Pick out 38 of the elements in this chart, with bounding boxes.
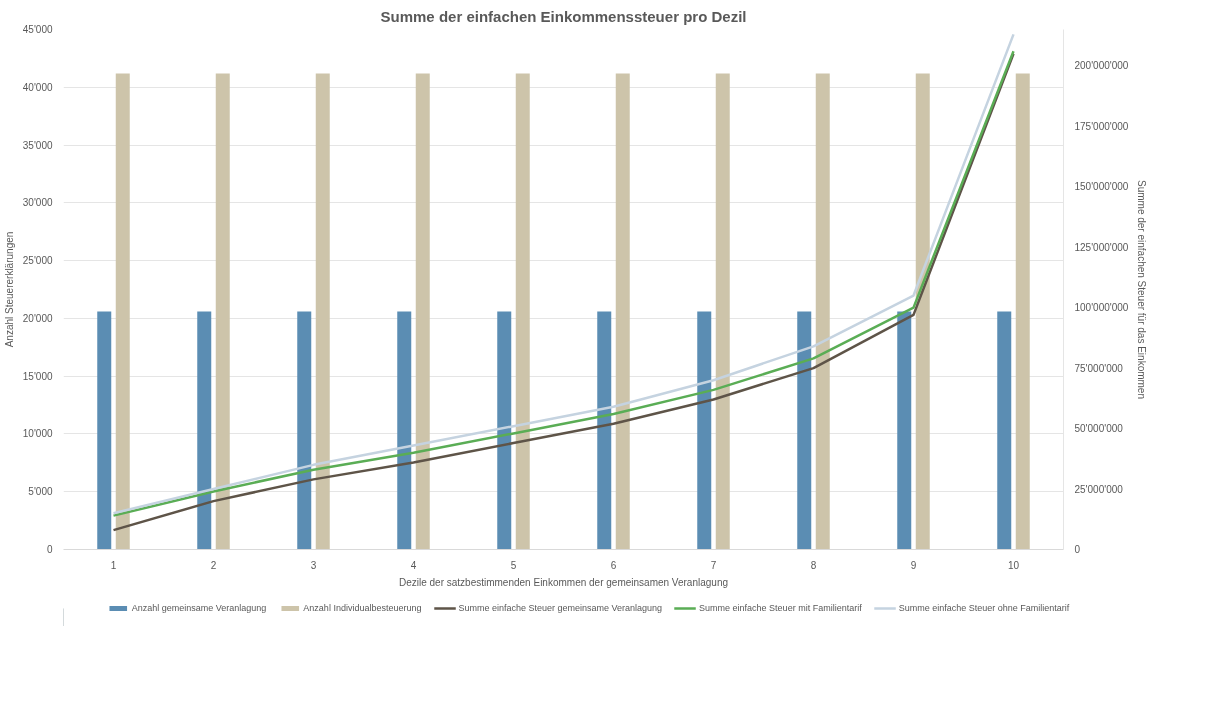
x-tick-label: 9 xyxy=(910,559,917,571)
y-tick-label: 20'000 xyxy=(22,312,53,324)
x-tick-label: 6 xyxy=(610,559,617,571)
legend-label: Summe einfache Steuer gemeinsame Veranlagung xyxy=(458,603,663,613)
y-tick-label: 10'000 xyxy=(22,428,53,440)
x-tick-label: 3 xyxy=(310,559,317,571)
y-tick-label: 5'000 xyxy=(28,486,53,498)
y2-tick-label: 75'000'000 xyxy=(1074,362,1124,374)
legend-label: Anzahl Individualbesteuerung xyxy=(303,603,422,613)
legend-label: Summe einfache Steuer mit Familientarif xyxy=(699,603,862,613)
y-tick-label: 30'000 xyxy=(22,197,53,209)
y-tick-label: 15'000 xyxy=(22,370,53,382)
y-axis-title: Anzahl Steuererklärungen xyxy=(3,231,15,348)
legend-label: Anzahl gemeinsame Veranlagung xyxy=(131,603,267,613)
y2-tick-label: 150'000'000 xyxy=(1074,181,1129,193)
x-tick-label: 10 xyxy=(1007,559,1020,571)
y2-tick-label: 50'000'000 xyxy=(1074,423,1124,435)
y2-tick-label: 200'000'000 xyxy=(1074,60,1129,72)
x-tick-label: 8 xyxy=(810,559,817,571)
x-tick-label: 1 xyxy=(110,559,117,571)
x-axis-title: Dezile der satzbestimmenden Einkommen der gemeinsamen Veranlagung xyxy=(398,576,729,588)
y-tick-label: 45'000 xyxy=(22,24,53,35)
y2-axis-title: Summe der einfachen Steuer für das Einkommen xyxy=(1136,180,1148,399)
y2-tick-label: 25'000'000 xyxy=(1074,483,1124,495)
y2-tick-label: 125'000'000 xyxy=(1074,241,1129,253)
y2-tick-label: 175'000'000 xyxy=(1074,120,1129,132)
y-tick-label: 35'000 xyxy=(22,139,53,151)
x-tick-label: 4 xyxy=(410,559,417,571)
y-tick-label: 40'000 xyxy=(22,81,53,93)
legend-label: Summe einfache Steuer ohne Familientarif xyxy=(898,603,1070,613)
x-tick-label: 2 xyxy=(210,559,217,571)
x-tick-label: 7 xyxy=(710,559,717,571)
y2-tick-label: 100'000'000 xyxy=(1074,302,1129,314)
y-tick-label: 25'000 xyxy=(22,255,53,267)
chart-title: Summe der einfachen Einkommenssteuer pro Dezil xyxy=(380,7,747,25)
y-tick-label: 0 xyxy=(46,544,53,555)
x-tick-label: 5 xyxy=(510,559,517,571)
y2-tick-label: 0 xyxy=(1074,544,1081,555)
